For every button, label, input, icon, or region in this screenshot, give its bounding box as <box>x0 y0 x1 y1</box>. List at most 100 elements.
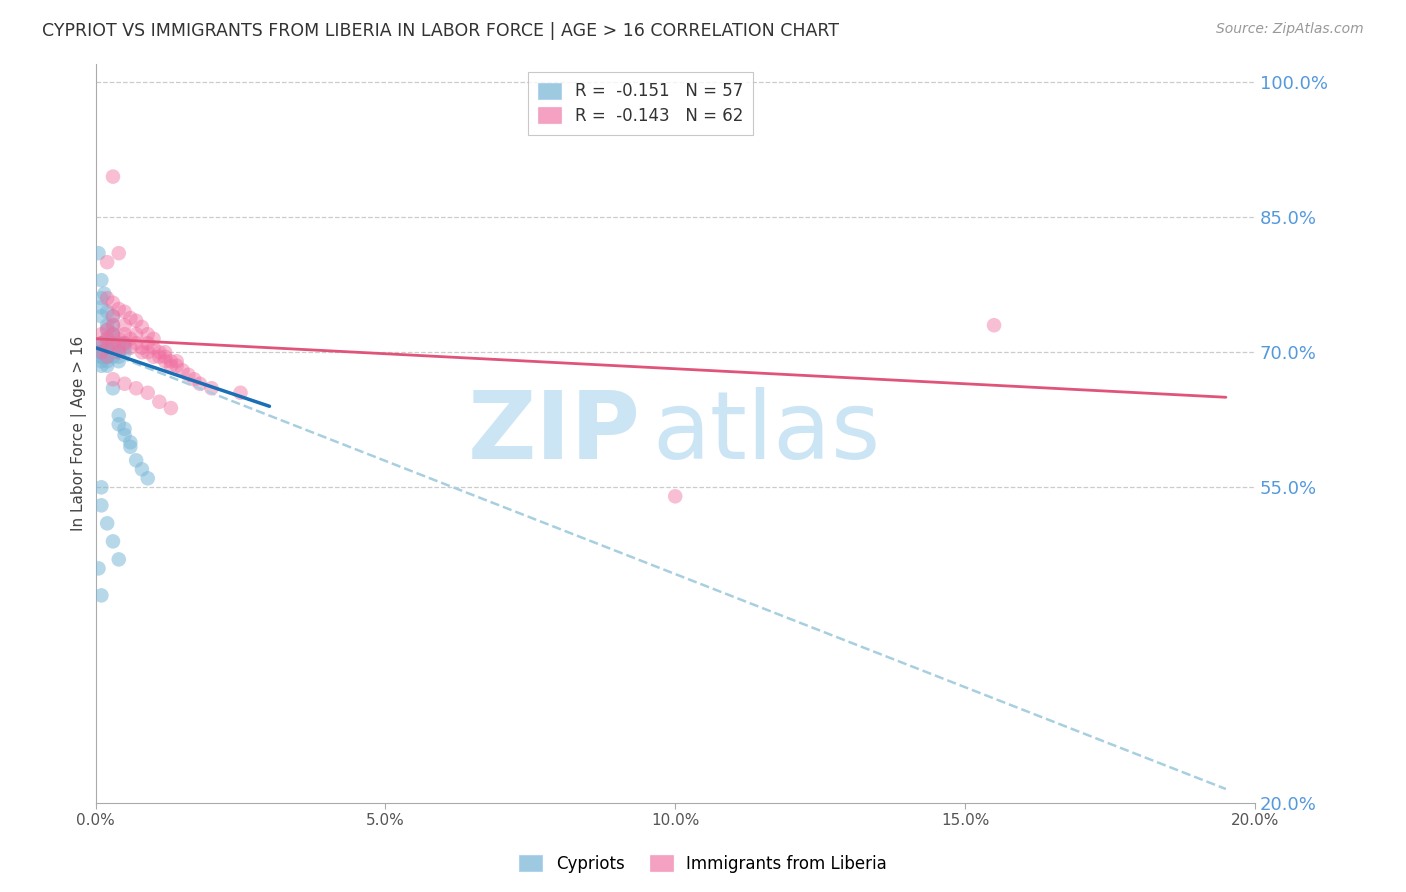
Point <box>87 561 110 575</box>
Legend: Cypriots, Immigrants from Liberia: Cypriots, Immigrants from Liberia <box>512 848 894 880</box>
Point <box>101 295 124 310</box>
Point <box>96 516 118 531</box>
Point <box>120 332 142 346</box>
Point <box>90 480 112 494</box>
Point <box>153 354 176 368</box>
Point <box>131 345 153 359</box>
Point <box>101 336 124 351</box>
Point <box>90 310 112 324</box>
Point <box>177 368 200 382</box>
Point <box>90 350 112 364</box>
Point <box>90 341 112 355</box>
Point <box>96 359 118 373</box>
Point <box>142 341 165 355</box>
Point <box>93 286 115 301</box>
Point <box>90 345 112 359</box>
Point <box>96 336 118 351</box>
Point <box>87 246 110 260</box>
Point <box>107 246 129 260</box>
Point <box>96 304 118 318</box>
Point <box>90 345 112 359</box>
Point <box>107 345 129 359</box>
Point <box>101 372 124 386</box>
Point <box>229 385 252 400</box>
Point <box>90 273 112 287</box>
Point <box>114 336 136 351</box>
Point <box>101 169 124 184</box>
Point <box>983 318 1005 333</box>
Y-axis label: In Labor Force | Age > 16: In Labor Force | Age > 16 <box>72 335 87 531</box>
Point <box>114 422 136 436</box>
Point <box>664 489 686 503</box>
Point <box>96 323 118 337</box>
Point <box>107 332 129 346</box>
Point <box>101 534 124 549</box>
Point <box>101 350 124 364</box>
Point <box>114 428 136 442</box>
Point <box>160 401 183 415</box>
Point <box>125 336 148 351</box>
Point <box>142 350 165 364</box>
Point <box>96 345 118 359</box>
Point <box>101 327 124 342</box>
Point <box>90 359 112 373</box>
Text: Source: ZipAtlas.com: Source: ZipAtlas.com <box>1216 22 1364 37</box>
Point <box>120 311 142 326</box>
Point <box>131 341 153 355</box>
Point <box>153 345 176 359</box>
Point <box>90 327 112 342</box>
Point <box>96 350 118 364</box>
Point <box>107 350 129 364</box>
Point <box>96 291 118 305</box>
Point <box>136 345 159 359</box>
Text: atlas: atlas <box>652 387 880 479</box>
Point <box>90 336 112 351</box>
Point <box>96 318 118 333</box>
Point <box>114 336 136 351</box>
Point <box>101 310 124 324</box>
Point <box>107 552 129 566</box>
Point <box>136 327 159 342</box>
Point <box>166 354 188 368</box>
Point <box>131 462 153 476</box>
Point <box>96 255 118 269</box>
Point <box>107 345 129 359</box>
Point <box>101 345 124 359</box>
Point <box>136 336 159 351</box>
Point <box>101 318 124 333</box>
Point <box>131 320 153 334</box>
Point <box>125 314 148 328</box>
Point <box>120 341 142 355</box>
Point <box>96 341 118 355</box>
Point <box>114 341 136 355</box>
Point <box>172 363 194 377</box>
Point <box>200 381 222 395</box>
Point <box>160 359 183 373</box>
Text: ZIP: ZIP <box>468 387 641 479</box>
Point <box>148 345 170 359</box>
Point <box>96 354 118 368</box>
Point <box>114 345 136 359</box>
Point <box>148 394 170 409</box>
Point <box>107 409 129 423</box>
Point <box>120 440 142 454</box>
Point <box>114 327 136 342</box>
Point <box>90 354 112 368</box>
Point <box>125 381 148 395</box>
Point <box>96 323 118 337</box>
Point <box>90 350 112 364</box>
Point <box>120 435 142 450</box>
Text: CYPRIOT VS IMMIGRANTS FROM LIBERIA IN LABOR FORCE | AGE > 16 CORRELATION CHART: CYPRIOT VS IMMIGRANTS FROM LIBERIA IN LA… <box>42 22 839 40</box>
Point <box>90 588 112 602</box>
Point <box>90 336 112 351</box>
Point <box>90 300 112 314</box>
Point <box>107 354 129 368</box>
Point <box>93 343 115 358</box>
Point <box>114 376 136 391</box>
Point <box>96 341 118 355</box>
Legend: R =  -0.151   N = 57, R =  -0.143   N = 62: R = -0.151 N = 57, R = -0.143 N = 62 <box>527 72 754 135</box>
Point <box>90 499 112 513</box>
Point <box>87 345 110 359</box>
Point <box>101 318 124 333</box>
Point <box>101 381 124 395</box>
